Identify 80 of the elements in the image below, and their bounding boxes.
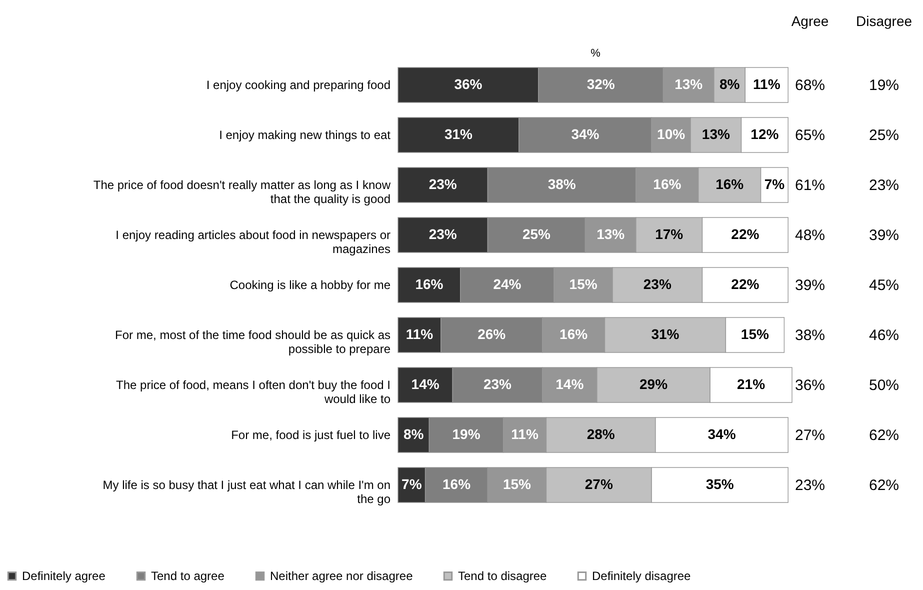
data-label: 10% xyxy=(657,126,686,142)
data-label: 16% xyxy=(560,326,588,342)
data-label: 36% xyxy=(454,76,483,92)
data-label: 8% xyxy=(719,76,740,92)
data-label: 25% xyxy=(522,226,552,242)
data-label: 15% xyxy=(502,476,532,492)
data-label: 7% xyxy=(402,476,422,492)
legend-label: Neither agree nor disagree xyxy=(270,569,414,584)
y-tick-label: Cooking is like a hobby for me xyxy=(230,278,391,292)
text: 19% xyxy=(868,77,900,94)
text: 45% xyxy=(868,277,900,294)
data-label: 23% xyxy=(428,176,458,192)
data-label: 21% xyxy=(737,376,766,392)
text: 61% xyxy=(794,177,826,194)
y-tick-label: My life is so busy that I just eat what I can while I'm on the go xyxy=(102,478,391,506)
data-label: 24% xyxy=(493,276,522,292)
y-tick-label: For me, most of the time food should be as quick as possible to prepare xyxy=(115,328,391,356)
y-tick-label: I enjoy cooking and preparing food xyxy=(206,78,390,92)
text: 62% xyxy=(868,427,900,444)
data-label: 16% xyxy=(415,276,444,292)
data-label: 34% xyxy=(708,426,736,442)
text: 36% xyxy=(794,377,826,394)
data-label: 32% xyxy=(586,76,616,92)
data-label: 22% xyxy=(731,226,760,242)
text: Disagree xyxy=(856,13,912,29)
text: 48% xyxy=(794,227,826,244)
y-tick-label: I enjoy reading articles about food in newspapers or magazines xyxy=(116,228,390,256)
text: 65% xyxy=(794,127,826,144)
data-label: 15% xyxy=(740,326,770,342)
text: 62% xyxy=(868,477,900,494)
text: 68% xyxy=(794,77,826,94)
data-label: 31% xyxy=(651,326,680,342)
text: 50% xyxy=(868,377,900,394)
data-label: 8% xyxy=(403,426,424,442)
data-label: 31% xyxy=(444,126,474,142)
data-label: 14% xyxy=(411,376,440,392)
data-label: 13% xyxy=(702,126,730,142)
data-label: 16% xyxy=(716,176,744,192)
y-tick-label: The price of food, means I often don't buy the food I would like to xyxy=(116,378,391,406)
data-label: 13% xyxy=(596,226,626,242)
data-label: 34% xyxy=(571,126,600,142)
data-label: 16% xyxy=(653,176,682,192)
text: 23% xyxy=(868,177,900,194)
data-label: 35% xyxy=(706,476,734,492)
data-label: 7% xyxy=(764,176,786,192)
y-tick-label: The price of food doesn't really matter as long as I know that the quality is good xyxy=(93,178,391,206)
data-label: 11% xyxy=(511,426,539,442)
data-label: 23% xyxy=(643,276,672,292)
data-label: 22% xyxy=(731,276,760,292)
data-label: 16% xyxy=(442,476,472,492)
text: 27% xyxy=(794,427,826,444)
y-tick-label: I enjoy making new things to eat xyxy=(219,128,392,142)
data-label: 15% xyxy=(569,276,598,292)
data-label: 28% xyxy=(586,426,616,442)
data-label: 27% xyxy=(584,476,614,492)
data-label: 38% xyxy=(548,176,576,192)
data-label: 13% xyxy=(674,76,704,92)
data-label: 17% xyxy=(655,226,684,242)
data-label: 14% xyxy=(556,376,584,392)
text: 39% xyxy=(868,227,900,244)
y-tick-label: For me, food is just fuel to live xyxy=(231,428,391,442)
data-label: 11% xyxy=(753,76,781,92)
text: 39% xyxy=(794,277,826,294)
legend-label: Definitely agree xyxy=(22,569,106,584)
data-label: 23% xyxy=(428,226,458,242)
data-label: 11% xyxy=(406,326,434,342)
data-label: 19% xyxy=(452,426,481,442)
text: 38% xyxy=(794,327,826,344)
legend-label: Definitely disagree xyxy=(592,569,692,584)
data-label: 26% xyxy=(478,326,506,342)
x-axis-title: % xyxy=(590,48,601,60)
data-label: 23% xyxy=(483,376,512,392)
legend-label: Tend to disagree xyxy=(458,569,548,584)
text: 23% xyxy=(794,477,826,494)
text: 46% xyxy=(868,327,900,344)
text: Agree xyxy=(791,13,829,29)
legend-label: Tend to agree xyxy=(151,569,225,584)
data-label: 12% xyxy=(750,126,780,142)
data-label: 29% xyxy=(640,376,668,392)
text: 25% xyxy=(868,127,900,144)
